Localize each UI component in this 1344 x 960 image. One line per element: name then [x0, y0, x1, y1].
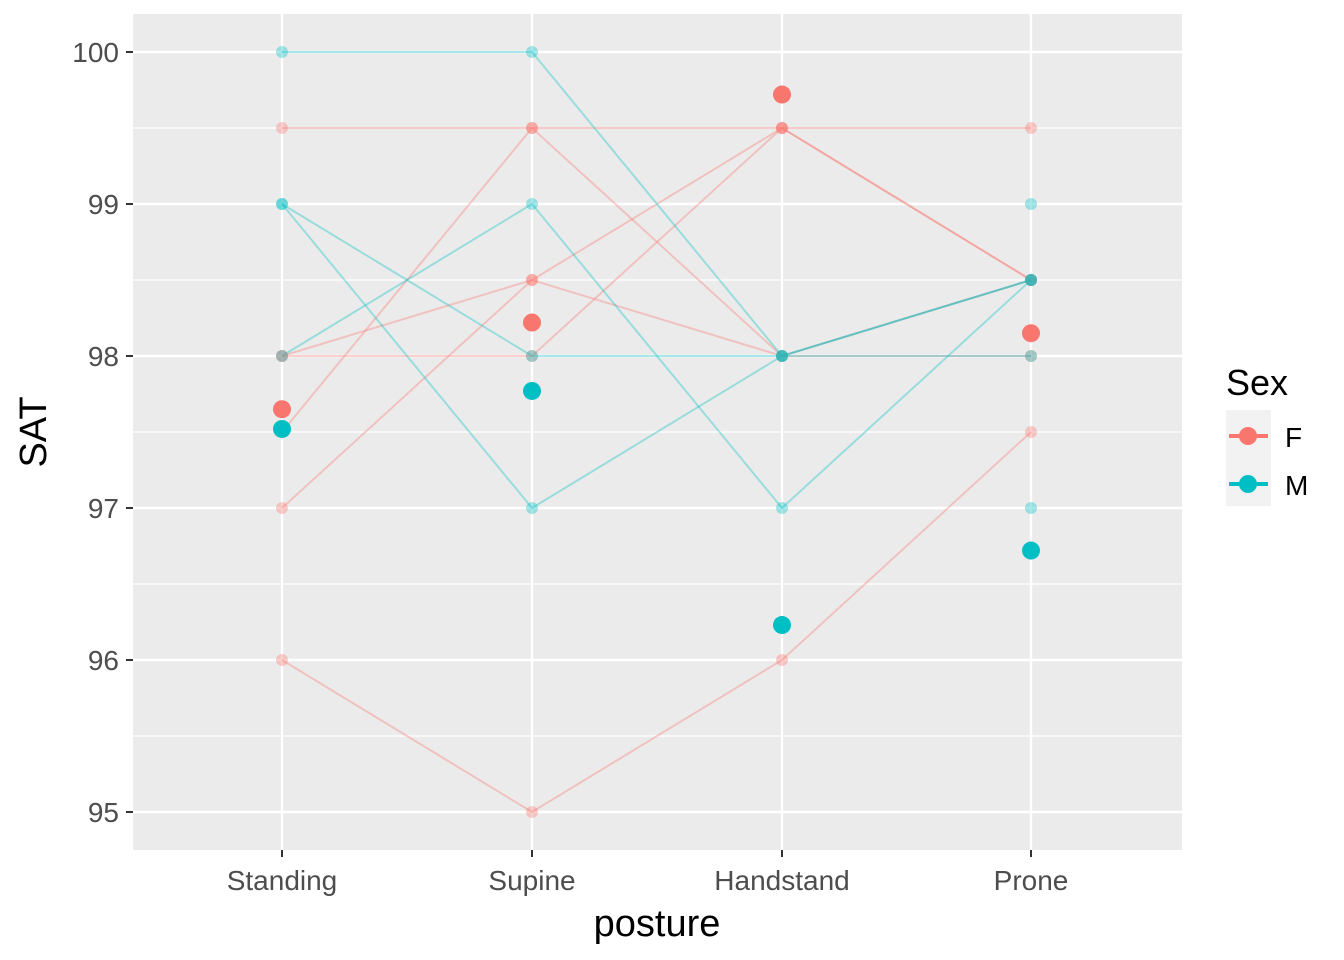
series-point-m: [776, 350, 788, 362]
series-point-f: [526, 274, 538, 286]
series-line-m: [281, 203, 1031, 510]
x-tick-label: Standing: [227, 865, 338, 896]
mean-point-m: [523, 381, 541, 400]
series-point-f: [526, 122, 538, 134]
series-point-m: [776, 350, 788, 362]
legend-key-point-m: [1239, 475, 1257, 493]
series-point-f: [776, 122, 788, 134]
series-point-f: [276, 122, 288, 134]
series-point-m: [526, 350, 538, 362]
mean-point-m: [773, 616, 791, 635]
series-point-f: [776, 122, 788, 134]
series-point-m: [776, 502, 788, 514]
series-point-f: [1025, 122, 1037, 134]
series-line-f: [281, 126, 1031, 433]
series-point-f: [1025, 274, 1037, 286]
x-tick-label: Handstand: [714, 865, 849, 896]
series-line-m: [281, 203, 1032, 357]
series-point-m: [526, 502, 538, 514]
series-point-m: [1025, 350, 1037, 362]
y-axis-title: SAT: [13, 396, 55, 467]
series-point-m: [276, 350, 288, 362]
x-axis: Standing Supine Handstand Prone: [227, 850, 1069, 896]
series-point-m: [1025, 274, 1037, 286]
series-point-m: [276, 198, 288, 210]
series-point-f: [776, 350, 788, 362]
series-point-f: [1025, 274, 1037, 286]
y-axis: 95 96 97 98 99 100: [72, 37, 133, 828]
series-points: [276, 46, 1037, 818]
y-tick-label: 96: [88, 645, 119, 676]
legend: Sex F M: [1226, 362, 1308, 506]
y-tick-label: 99: [88, 189, 119, 220]
x-tick-label: Prone: [994, 865, 1069, 896]
mean-point-f: [1022, 324, 1040, 343]
y-tick-label: 98: [88, 341, 119, 372]
series-point-m: [1025, 198, 1037, 210]
legend-key-point-f: [1239, 427, 1257, 445]
series-point-m: [776, 350, 788, 362]
grid-major: [133, 14, 1182, 850]
mean-point-f: [773, 85, 791, 104]
series-point-m: [526, 198, 538, 210]
mean-point-m: [1022, 541, 1040, 560]
series-line-m: [282, 51, 1032, 358]
grid-minor: [133, 127, 1182, 737]
series-lines: [281, 51, 1032, 814]
series-point-f: [1025, 426, 1037, 438]
series-point-m: [276, 198, 288, 210]
mean-point-f: [523, 313, 541, 332]
series-point-f: [1025, 274, 1037, 286]
series-point-f: [526, 806, 538, 818]
series-line-f: [281, 278, 1032, 358]
series-point-f: [276, 654, 288, 666]
series-point-f: [526, 350, 538, 362]
y-tick-label: 100: [72, 37, 119, 68]
series-line-f: [282, 126, 1032, 357]
legend-label-m: M: [1285, 470, 1308, 501]
series-point-m: [526, 46, 538, 58]
mean-points: [273, 85, 1040, 635]
series-point-f: [526, 274, 538, 286]
mean-point-m: [273, 419, 291, 438]
series-point-m: [1025, 274, 1037, 286]
x-axis-title: posture: [594, 903, 721, 945]
y-tick-label: 97: [88, 493, 119, 524]
legend-title: Sex: [1226, 362, 1288, 403]
x-tick-label: Supine: [488, 865, 575, 896]
series-point-m: [276, 46, 288, 58]
y-tick-label: 95: [88, 797, 119, 828]
series-point-f: [526, 122, 538, 134]
series-point-f: [776, 122, 788, 134]
series-point-m: [1025, 502, 1037, 514]
series-point-f: [276, 502, 288, 514]
series-point-m: [1025, 274, 1037, 286]
series-point-f: [1025, 350, 1037, 362]
series-point-f: [276, 350, 288, 362]
series-point-f: [276, 350, 288, 362]
series-point-f: [776, 654, 788, 666]
mean-point-f: [273, 400, 291, 419]
series-line-f: [281, 431, 1032, 814]
series-point-f: [776, 350, 788, 362]
legend-label-f: F: [1285, 422, 1302, 453]
series-line-m: [281, 202, 1032, 510]
series-line-f: [281, 126, 1032, 509]
